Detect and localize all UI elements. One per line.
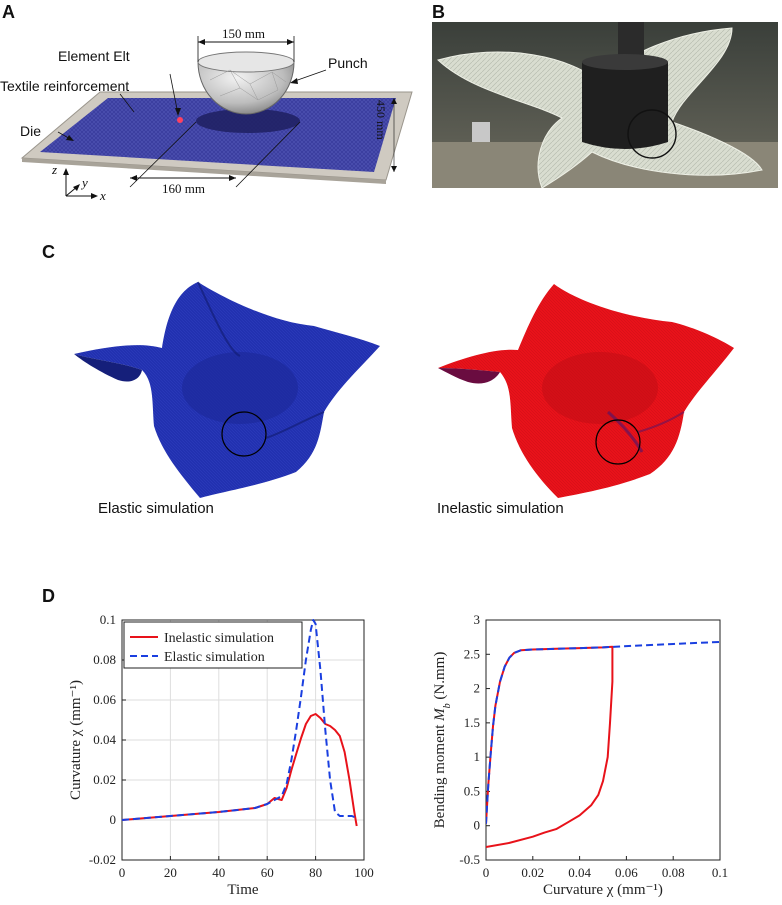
x-tick-label: 0.02 <box>521 865 544 880</box>
inelastic-simulation-render <box>438 284 734 498</box>
legend-label: Elastic simulation <box>164 650 265 665</box>
y-tick-label: 3 <box>474 612 481 627</box>
series-line-solid <box>486 645 614 848</box>
wrinkle-circle-inelastic <box>595 419 641 465</box>
panel-label-b: B <box>432 2 445 22</box>
x-tick-label: 100 <box>354 865 374 880</box>
punch-label: Punch <box>328 55 368 71</box>
axis-z-label: z <box>52 162 58 177</box>
x-tick-label: 80 <box>309 865 322 880</box>
x-axis-label: Curvature χ (mm⁻¹) <box>543 882 663 898</box>
y-tick-label: -0.02 <box>89 852 116 867</box>
y-tick-label: 0.1 <box>100 612 116 627</box>
y-axis-label: Curvature χ (mm⁻¹) <box>68 680 84 800</box>
x-tick-label: 60 <box>261 865 274 880</box>
y-tick-label: 0.04 <box>93 732 116 747</box>
legend-box <box>123 621 303 669</box>
textile-sheet <box>40 98 396 172</box>
curvature-time-chart: 0 20 40 60 80 100-0.0200.020.040.060.080.1Tim… <box>68 612 374 898</box>
dim-punch: 150 mm <box>222 26 265 41</box>
wrinkle-circle-elastic <box>221 411 267 457</box>
y-tick-label: 0.02 <box>93 772 116 787</box>
experiment-photo <box>432 22 778 188</box>
series-line-solid <box>122 713 358 827</box>
axis-y-label: y <box>82 175 88 190</box>
y-tick-label: -0.5 <box>459 852 480 867</box>
y-tick-label: 1.5 <box>464 715 480 730</box>
elastic-simulation-render <box>74 281 380 498</box>
axis-x-label: x <box>100 188 106 203</box>
y-tick-label: 0.5 <box>464 783 480 798</box>
setup-schematic <box>20 36 413 199</box>
y-tick-label: 0.06 <box>93 692 116 707</box>
x-tick-label: 0.08 <box>662 865 685 880</box>
series-line-dashed <box>486 640 721 824</box>
y-tick-label: 0 <box>110 812 117 827</box>
y-tick-label: 0.08 <box>93 652 116 667</box>
x-tick-label: 0.1 <box>712 865 728 880</box>
dim-gap: 160 mm <box>162 181 205 196</box>
elastic-caption: Elastic simulation <box>98 500 214 517</box>
x-axis-label: Time <box>227 882 258 898</box>
x-tick-label: 0 <box>483 865 490 880</box>
y-tick-label: 2.5 <box>464 646 480 661</box>
dim-side: 450 mm <box>374 100 388 140</box>
series-line-dashed <box>122 619 358 821</box>
plot-frame <box>485 619 721 861</box>
die-label: Die <box>20 123 42 139</box>
y-tick-label: 1 <box>474 749 481 764</box>
x-tick-label: 0 <box>119 865 126 880</box>
y-tick-label: 2 <box>474 681 481 696</box>
reinforcement-label: Textile reinforcement <box>0 78 130 94</box>
panel-label-c: C <box>42 242 55 262</box>
y-tick-label: 0 <box>474 818 481 833</box>
moment-curvature-chart: 0 0.02 0.04 0.06 0.08 0.1-0.500.511.522.53Cur… <box>432 612 728 898</box>
element-label: Element Elt <box>58 48 130 64</box>
legend-label: Inelastic simulation <box>164 631 274 646</box>
panel-label-a: A <box>2 2 15 22</box>
wrinkle-circle-photo <box>627 109 677 159</box>
punch-dome <box>197 61 295 115</box>
inelastic-caption: Inelastic simulation <box>437 500 564 517</box>
panel-label-d: D <box>42 586 55 606</box>
element-marker <box>177 117 183 123</box>
x-tick-label: 40 <box>212 865 225 880</box>
x-tick-label: 20 <box>164 865 177 880</box>
x-tick-label: 0.04 <box>568 865 591 880</box>
y-axis-label: Bending moment Mb (N.mm) <box>432 652 453 829</box>
x-tick-label: 0.06 <box>615 865 638 880</box>
